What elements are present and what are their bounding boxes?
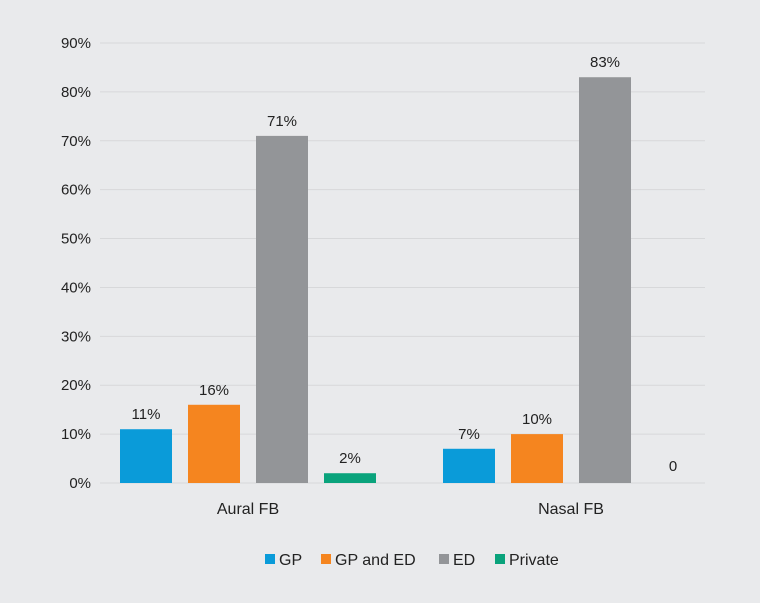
legend-swatch bbox=[439, 554, 449, 564]
data-label: 2% bbox=[339, 450, 361, 467]
bar-ed-nasal-fb bbox=[579, 77, 631, 483]
x-category-label: Aural FB bbox=[217, 501, 279, 518]
y-tick-label: 60% bbox=[61, 182, 91, 199]
legend-swatch bbox=[495, 554, 505, 564]
y-tick-label: 20% bbox=[61, 377, 91, 394]
data-labels: 11% 16% 71% 2% 7% 10% 83% 0 bbox=[132, 54, 678, 475]
bar-gp-aural-fb bbox=[120, 429, 172, 483]
y-tick-label: 80% bbox=[61, 84, 91, 101]
y-axis: 0% 10% 20% 30% 40% 50% 60% 70% 80% 90% bbox=[61, 35, 91, 492]
data-label: 16% bbox=[199, 382, 229, 399]
legend-label: ED bbox=[453, 552, 475, 569]
x-category-label: Nasal FB bbox=[538, 501, 604, 518]
legend-label: GP bbox=[279, 552, 302, 569]
bars bbox=[120, 77, 631, 483]
data-label: 83% bbox=[590, 54, 620, 71]
y-tick-label: 0% bbox=[69, 475, 91, 492]
bar-ed-aural-fb bbox=[256, 135, 308, 483]
legend-swatch bbox=[265, 554, 275, 564]
data-label: 10% bbox=[522, 411, 552, 428]
y-tick-label: 40% bbox=[61, 279, 91, 296]
x-axis: Aural FB Nasal FB bbox=[217, 501, 604, 518]
bar-gp-and-ed-nasal-fb bbox=[511, 434, 563, 483]
bar-gp-nasal-fb bbox=[443, 448, 495, 483]
y-tick-label: 10% bbox=[61, 426, 91, 443]
bar-gp-and-ed-aural-fb bbox=[188, 404, 240, 483]
legend-label: Private bbox=[509, 552, 559, 569]
legend: GP GP and ED ED Private bbox=[265, 552, 559, 569]
legend-label: GP and ED bbox=[335, 552, 416, 569]
data-label: 7% bbox=[458, 426, 480, 443]
y-tick-label: 90% bbox=[61, 35, 91, 52]
y-tick-label: 70% bbox=[61, 133, 91, 150]
y-tick-label: 30% bbox=[61, 328, 91, 345]
y-tick-label: 50% bbox=[61, 231, 91, 248]
data-label: 0 bbox=[669, 458, 677, 475]
data-label: 11% bbox=[132, 406, 161, 423]
data-label: 71% bbox=[267, 113, 297, 130]
bar-private-aural-fb bbox=[324, 473, 376, 483]
legend-swatch bbox=[321, 554, 331, 564]
